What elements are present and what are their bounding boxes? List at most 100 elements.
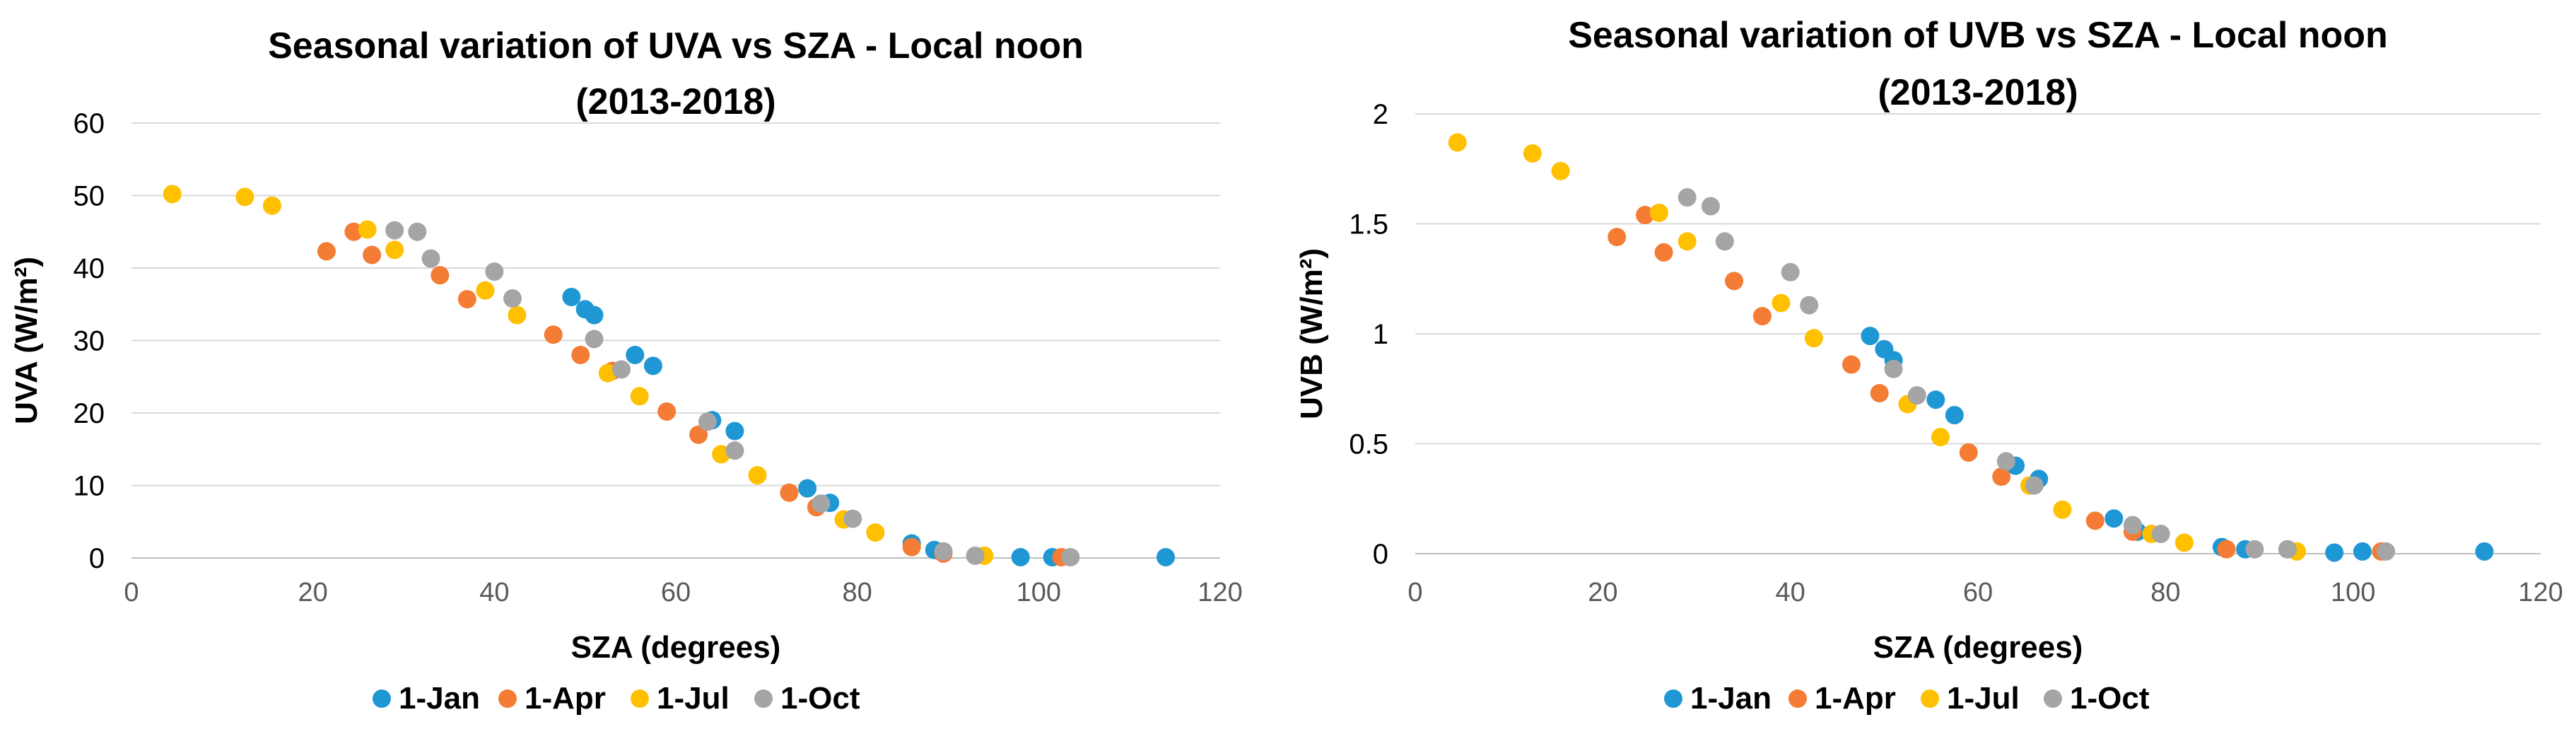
- data-point-1-oct: [1061, 547, 1080, 566]
- data-point-1-oct: [1678, 188, 1697, 207]
- data-point-1-apr: [657, 402, 677, 421]
- legend-marker: [373, 689, 391, 708]
- y-tick-label: 50: [74, 181, 105, 212]
- data-point-1-oct: [1701, 197, 1720, 216]
- data-point-1-oct: [966, 546, 985, 565]
- y-tick-label: 0: [89, 543, 105, 574]
- data-point-1-apr: [2217, 540, 2236, 559]
- data-point-1-jan: [1945, 406, 1964, 425]
- data-point-1-apr: [317, 242, 336, 261]
- data-point-1-jul: [1772, 293, 1791, 313]
- data-point-1-jul: [1551, 161, 1570, 180]
- data-point-1-jan: [1861, 327, 1880, 346]
- x-axis-title: SZA (degrees): [1873, 630, 2083, 665]
- data-point-1-apr: [457, 290, 476, 309]
- data-point-1-apr: [1725, 272, 1744, 291]
- data-point-1-jul: [1678, 232, 1697, 251]
- data-point-1-oct: [1781, 262, 1800, 281]
- chart-title: Seasonal variation of UVA vs SZA - Local…: [268, 25, 1084, 66]
- legend-marker: [1664, 689, 1682, 708]
- data-point-1-apr: [544, 325, 563, 344]
- data-point-1-jul: [1523, 144, 1542, 163]
- chart-subtitle: (2013-2018): [1878, 72, 2078, 113]
- x-tick-label: 120: [2518, 578, 2563, 607]
- x-tick-label: 0: [124, 578, 139, 607]
- data-point-1-oct: [2151, 525, 2170, 544]
- data-point-1-jul: [1804, 329, 1823, 348]
- legend-marker: [1788, 689, 1807, 708]
- data-point-1-jul: [2053, 500, 2072, 519]
- data-point-1-jan: [643, 356, 662, 375]
- data-point-1-apr: [1752, 307, 1772, 326]
- data-point-1-oct: [1996, 452, 2015, 471]
- y-tick-label: 40: [74, 253, 105, 284]
- data-point-1-jul: [748, 466, 767, 485]
- data-point-1-apr: [363, 245, 382, 264]
- data-point-1-jul: [476, 281, 495, 300]
- data-point-1-jan: [1157, 547, 1175, 566]
- legend-label: 1-Apr: [1815, 681, 1896, 716]
- data-point-1-jul: [508, 305, 527, 325]
- x-tick-label: 100: [1017, 578, 1061, 607]
- uva-chart: 0 10 20 30 40 50 60 0 20 40 60 80 100 120 Seasonal var…: [9, 25, 1243, 716]
- data-point-1-jul: [2174, 533, 2194, 552]
- x-tick-label: 80: [843, 578, 872, 607]
- legend-marker: [1921, 689, 1939, 708]
- data-point-1-apr: [431, 266, 450, 285]
- data-point-1-jan: [725, 421, 744, 441]
- data-point-1-oct: [725, 441, 744, 460]
- data-point-1-jan: [585, 305, 604, 325]
- data-point-1-jan: [626, 346, 645, 364]
- x-tick-label: 20: [1588, 578, 1617, 607]
- legend-marker: [2044, 689, 2062, 708]
- data-point-1-apr: [571, 346, 590, 364]
- data-point-1-oct: [1800, 296, 1819, 315]
- legend-label: 1-Jul: [657, 681, 730, 716]
- data-point-1-apr: [1959, 443, 1978, 462]
- legend-marker: [631, 689, 649, 708]
- y-tick-label: 1.5: [1349, 209, 1388, 240]
- data-point-1-apr: [1842, 355, 1861, 374]
- data-point-1-jul: [262, 196, 281, 215]
- y-tick-label: 30: [74, 326, 105, 357]
- y-axis-title: UVB (W/m²): [1294, 248, 1329, 419]
- data-point-1-jul: [1448, 133, 1467, 152]
- legend-label: 1-Jul: [1947, 681, 2020, 716]
- chart-title: Seasonal variation of UVB vs SZA - Local…: [1568, 15, 2388, 56]
- data-point-1-oct: [408, 222, 427, 241]
- x-tick-label: 0: [1407, 578, 1422, 607]
- data-point-1-oct: [698, 412, 717, 431]
- data-point-1-jan: [2475, 542, 2494, 561]
- data-point-1-apr: [1870, 383, 1889, 402]
- data-point-1-apr: [902, 537, 921, 557]
- legend-marker: [754, 689, 773, 708]
- data-point-1-oct: [2245, 540, 2264, 559]
- y-tick-label: 0.5: [1349, 429, 1388, 460]
- data-point-1-oct: [2278, 540, 2297, 559]
- x-tick-label: 100: [2331, 578, 2375, 607]
- data-point-1-oct: [1884, 359, 1903, 378]
- data-point-1-oct: [1907, 386, 1926, 405]
- chart-subtitle: (2013-2018): [575, 81, 775, 122]
- data-point-1-jan: [1926, 390, 1945, 409]
- legend-label: 1-Oct: [2070, 681, 2150, 716]
- data-point-1-jul: [163, 185, 182, 204]
- y-tick-label: 1: [1373, 319, 1388, 350]
- data-point-1-apr: [2085, 511, 2104, 530]
- data-point-1-jan: [2353, 542, 2372, 561]
- y-tick-label: 10: [74, 471, 105, 502]
- data-point-1-apr: [344, 222, 363, 241]
- data-point-1-oct: [421, 249, 440, 268]
- x-axis-title: SZA (degrees): [571, 630, 781, 665]
- y-tick-label: 2: [1373, 99, 1388, 130]
- x-tick-label: 40: [1776, 578, 1805, 607]
- data-point-1-jul: [1931, 428, 1950, 447]
- x-tick-label: 60: [1963, 578, 1993, 607]
- data-point-1-oct: [2025, 476, 2044, 495]
- data-point-1-jan: [2325, 543, 2344, 562]
- x-tick-label: 120: [1198, 578, 1242, 607]
- x-tick-label: 60: [661, 578, 691, 607]
- data-point-1-jul: [866, 523, 885, 542]
- x-tick-label: 40: [479, 578, 509, 607]
